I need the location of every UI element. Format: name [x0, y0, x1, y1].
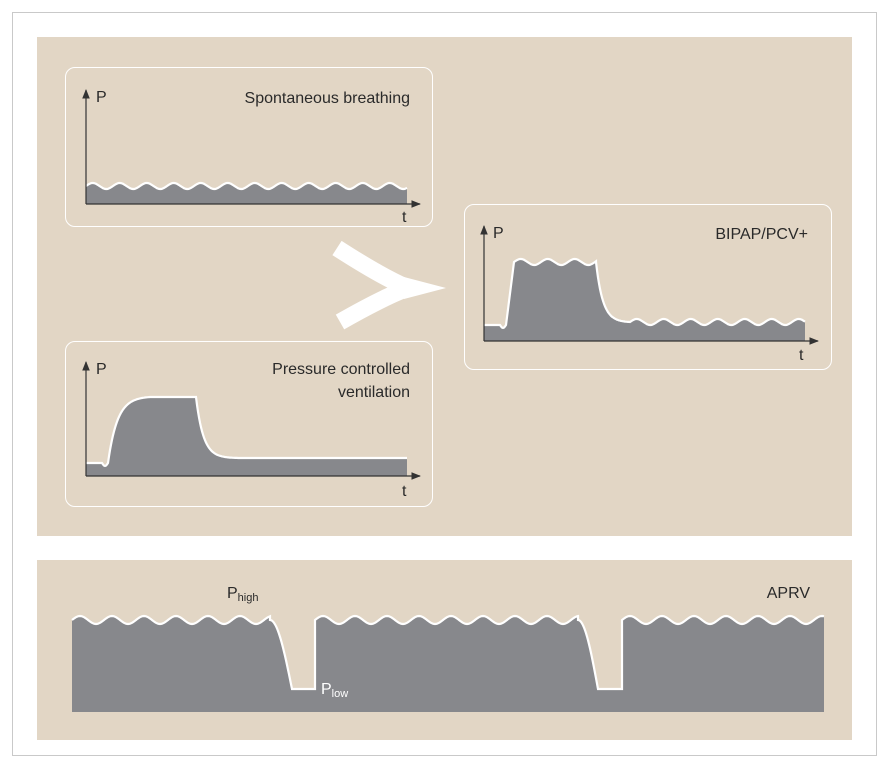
spontaneous-p-label: P [96, 89, 107, 106]
bipap-t-label: t [799, 347, 804, 364]
merge-arrow-icon [332, 240, 446, 330]
bipap-p-label: P [493, 225, 504, 242]
p-high-sub: high [237, 592, 259, 604]
p-high-base: P [227, 585, 238, 602]
pcv-plot [82, 361, 421, 480]
pcv-title-line2: ventilation [337, 384, 410, 401]
spontaneous-plot [82, 89, 421, 208]
spontaneous-t-label: t [402, 209, 407, 226]
p-low-base: P [321, 681, 332, 698]
aprv-waveform-line [71, 614, 825, 691]
bipap-plot [480, 225, 819, 345]
aprv-p-high-label: Phigh [227, 584, 258, 608]
pcv-t-label: t [402, 483, 407, 500]
aprv-title: APRV [766, 585, 810, 602]
spontaneous-waveform-line [85, 181, 408, 191]
bipap-title: BIPAP/PCV+ [715, 226, 808, 243]
bipap-waveform [484, 259, 805, 341]
aprv-waveform [72, 616, 824, 712]
spontaneous-breathing-box [65, 67, 433, 227]
pcv-title-line1: Pressure controlled [272, 361, 410, 378]
bipap-waveform-line [484, 257, 806, 330]
pressure-controlled-box [65, 341, 433, 507]
pcv-p-label: P [96, 361, 107, 378]
pcv-waveform-line [86, 395, 407, 468]
p-low-sub: low [331, 688, 349, 700]
pcv-waveform [86, 397, 407, 476]
aprv-plot [71, 614, 825, 712]
bipap-box [464, 204, 832, 370]
aprv-p-low-label: Plow [321, 680, 348, 704]
spontaneous-title: Spontaneous breathing [244, 90, 410, 107]
